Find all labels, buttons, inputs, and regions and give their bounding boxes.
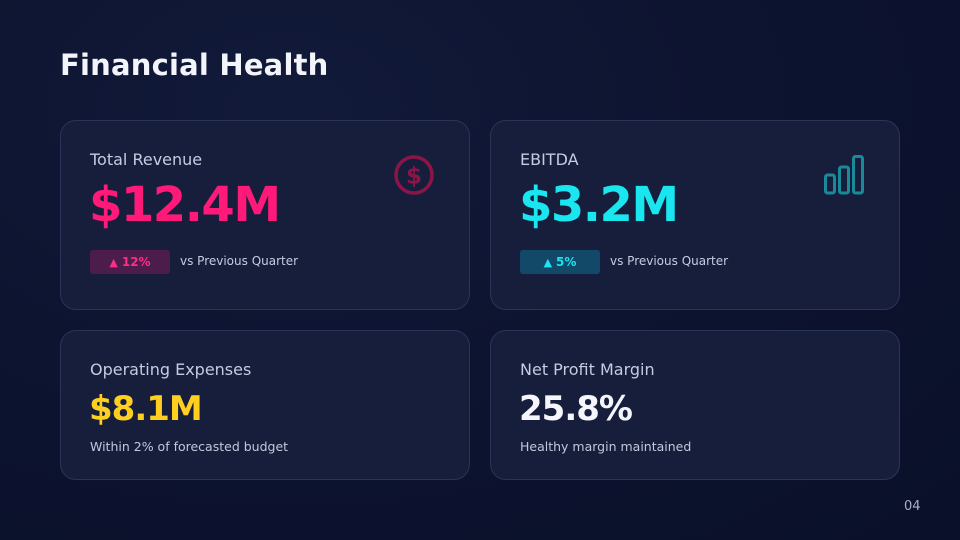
revenue-card: Total Revenue $ $12.4M ▲ 12% vs Previous … [60,120,470,310]
ebitda-comparison: vs Previous Quarter [610,254,729,268]
up-arrow-icon: ▲ [543,256,553,269]
opex-card: Operating Expenses $8.1M Within 2% of fo… [60,330,470,480]
revenue-change-value: 12% [121,255,151,269]
ebitda-change-value: 5% [556,255,577,269]
ebitda-card: EBITDA $3.2M ▲ 5% vs Previous Quarter [490,120,900,310]
margin-value: 25.8% [519,389,633,429]
revenue-label: Total Revenue [90,150,203,169]
ebitda-value: $3.2M [519,177,679,233]
opex-label: Operating Expenses [90,360,252,379]
revenue-comparison: vs Previous Quarter [180,254,299,268]
revenue-value: $12.4M [89,177,281,233]
opex-note: Within 2% of forecasted budget [90,439,289,454]
page-title: Financial Health [60,48,329,82]
ebitda-label: EBITDA [520,150,579,169]
margin-note: Healthy margin maintained [520,439,692,454]
opex-value: $8.1M [89,389,203,429]
revenue-change-badge: ▲ 12% [90,250,170,274]
margin-card: Net Profit Margin 25.8% Healthy margin m… [490,330,900,480]
page-number: 04 [904,499,921,514]
bar-chart-icon [824,155,864,195]
ebitda-change-badge: ▲ 5% [520,250,600,274]
dollar-circle-icon: $ [394,155,434,195]
margin-label: Net Profit Margin [520,360,655,379]
up-arrow-icon: ▲ [109,256,118,269]
svg-text:$: $ [406,164,422,190]
